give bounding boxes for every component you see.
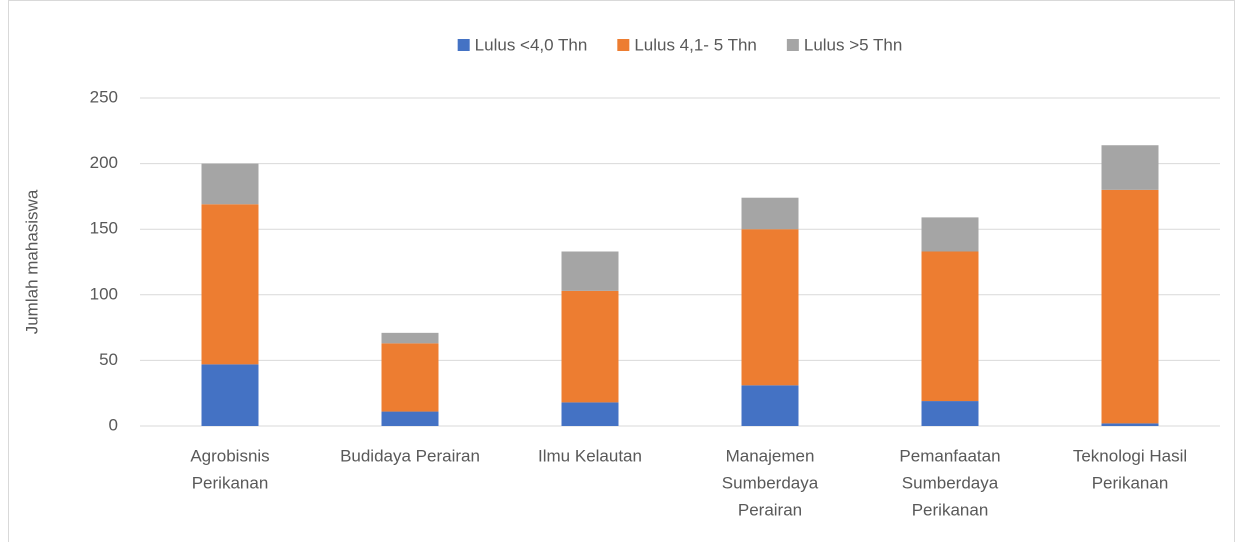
y-tick-label: 200 [90,153,118,172]
legend-label: Lulus <4,0 Thn [475,35,588,54]
bar-segment [921,217,979,252]
x-tick-label: Ilmu Kelautan [538,446,642,465]
bar-segment [1101,423,1159,426]
y-tick-label: 50 [99,350,118,369]
legend-label: Lulus 4,1- 5 Thn [634,35,757,54]
bar-segment [561,402,619,426]
x-tick-label: Perikanan [912,500,989,519]
x-tick-label: Perairan [738,500,802,519]
y-axis-label: Jumlah mahasiswa [22,189,41,334]
bar-segment [921,251,979,402]
y-tick-label: 250 [90,87,118,106]
bar-segment [1101,145,1159,190]
bar-segment [381,332,439,344]
chart-border [8,0,1235,542]
legend-label: Lulus >5 Thn [804,35,902,54]
bar-segment [381,343,439,412]
x-tick-label: Sumberdaya [902,473,999,492]
y-tick-label: 0 [109,415,118,434]
x-tick-label: Agrobisnis [190,446,269,465]
y-tick-label: 100 [90,284,118,303]
x-tick-label: Sumberdaya [722,473,819,492]
legend-swatch [617,39,630,51]
y-tick-label: 150 [90,219,118,238]
bar-segment [1101,189,1159,424]
bar-segment [741,385,799,426]
x-tick-label: Perikanan [1092,473,1169,492]
bar-segment [381,411,439,426]
x-tick-label: Teknologi Hasil [1073,446,1187,465]
legend-swatch [786,39,799,51]
bar-segment [561,290,619,403]
bar-segment [741,197,799,230]
bar-segment [921,401,979,426]
bar-segment [561,251,619,291]
bar-segment [201,204,259,365]
x-tick-label: Perikanan [192,473,269,492]
bar-segment [741,229,799,386]
x-tick-label: Pemanfaatan [899,446,1000,465]
x-tick-label: Budidaya Perairan [340,446,480,465]
legend-swatch [457,39,470,51]
bar-segment [201,364,259,426]
bar-segment [201,163,259,205]
x-tick-label: Manajemen [726,446,815,465]
